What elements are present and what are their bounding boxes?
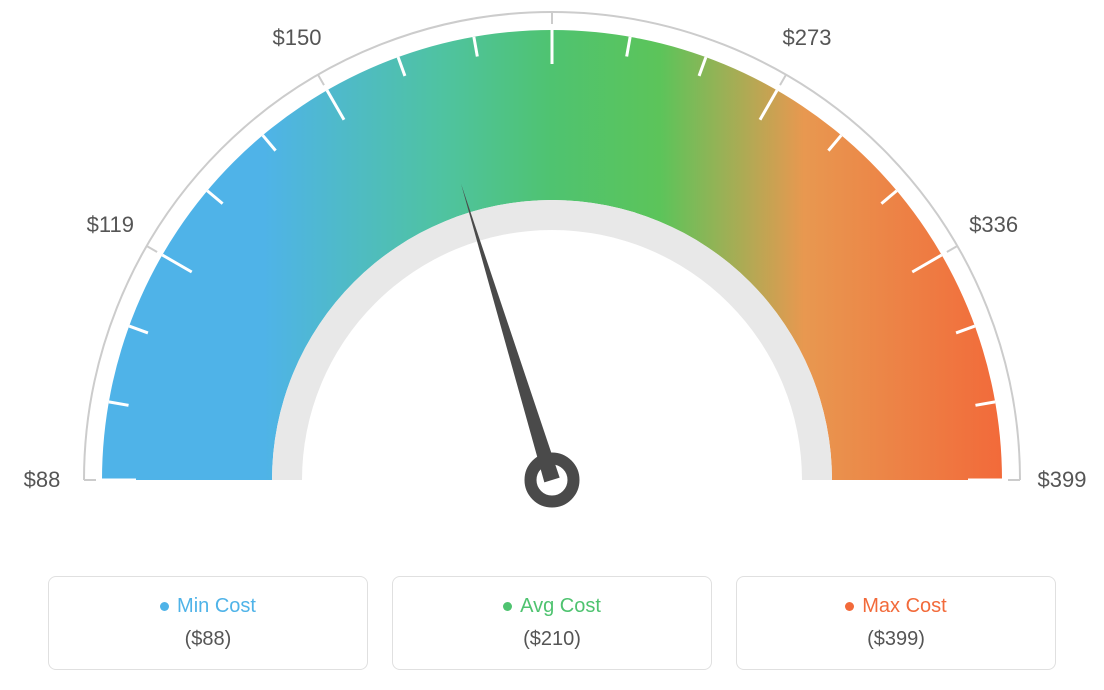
gauge-tick-label: $336 xyxy=(969,212,1018,238)
legend-avg: Avg Cost ($210) xyxy=(392,576,712,670)
dot-icon xyxy=(845,602,854,611)
legend-avg-title: Avg Cost xyxy=(503,595,601,618)
gauge-svg xyxy=(0,0,1104,560)
legend-avg-value: ($210) xyxy=(403,628,701,651)
gauge-tick-label: $399 xyxy=(1038,467,1087,493)
gauge-tick-label: $88 xyxy=(24,467,61,493)
gauge-tick-label: $273 xyxy=(783,25,832,51)
legend-max-title: Max Cost xyxy=(845,595,946,618)
gauge-tick-label: $150 xyxy=(273,25,322,51)
gauge-tick-label: $119 xyxy=(87,212,134,238)
legend-min-label: Min Cost xyxy=(177,595,256,618)
legend-max: Max Cost ($399) xyxy=(736,576,1056,670)
legend-min-title: Min Cost xyxy=(160,595,256,618)
legend-row: Min Cost ($88) Avg Cost ($210) Max Cost … xyxy=(0,576,1104,670)
legend-avg-label: Avg Cost xyxy=(520,595,601,618)
legend-min-value: ($88) xyxy=(59,628,357,651)
dot-icon xyxy=(503,602,512,611)
cost-gauge: $88$119$150$210$273$336$399 xyxy=(0,0,1104,560)
legend-max-label: Max Cost xyxy=(862,595,946,618)
legend-max-value: ($399) xyxy=(747,628,1045,651)
legend-min: Min Cost ($88) xyxy=(48,576,368,670)
dot-icon xyxy=(160,602,169,611)
